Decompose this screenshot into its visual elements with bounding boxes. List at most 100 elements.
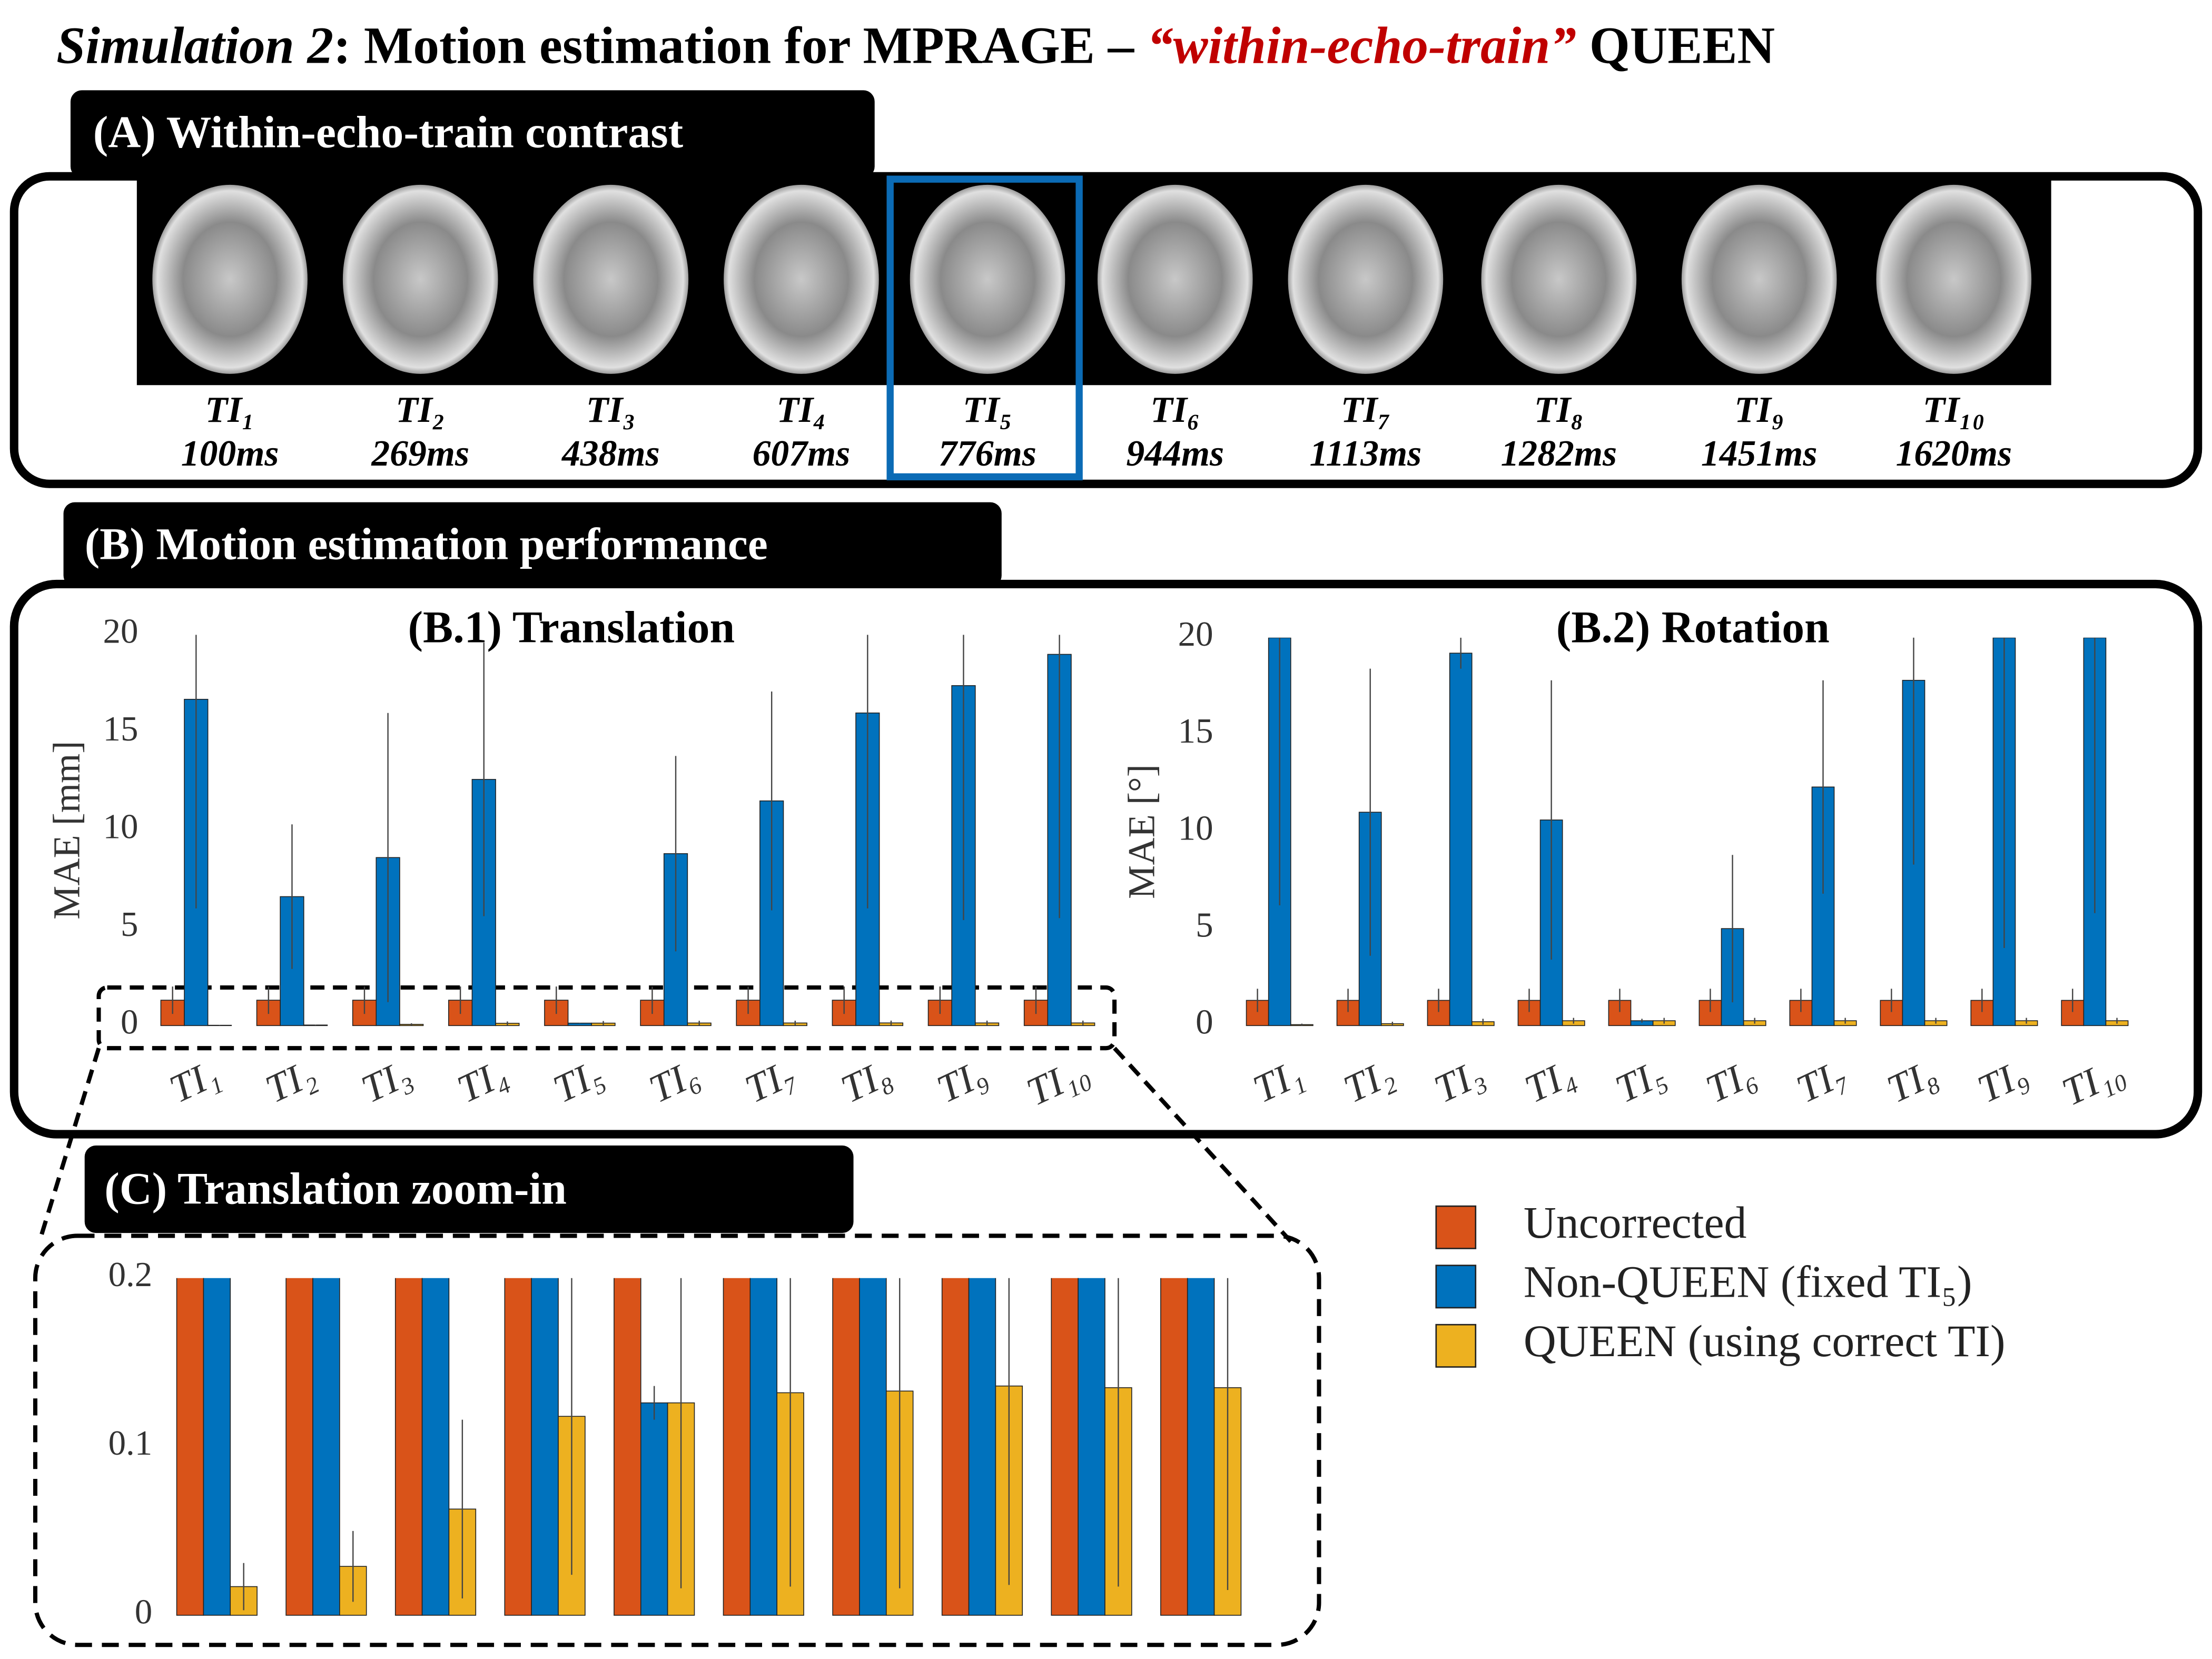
x-tick-label: TI₂ xyxy=(1337,1051,1400,1111)
x-tick-label: TI₉ xyxy=(1971,1051,2034,1111)
panel-tab xyxy=(63,502,1002,587)
brain-image xyxy=(910,184,1065,374)
title-part: “within-echo-train” xyxy=(1147,17,1576,74)
y-axis-label: MAE [°] xyxy=(1121,764,1163,899)
x-tick-label: TI₂ xyxy=(259,1051,322,1111)
y-tick-label: 15 xyxy=(1178,712,1213,750)
bar xyxy=(1160,1278,1188,1616)
chart-title: (B.2) Rotation xyxy=(1556,603,1830,653)
x-tick-label: TI₃ xyxy=(355,1051,418,1111)
y-tick-label: 0 xyxy=(121,1003,138,1042)
chart-title: (B.1) Translation xyxy=(408,603,735,653)
ti-label: TI₅ xyxy=(963,390,1012,430)
zoom-region xyxy=(96,985,1117,1051)
x-tick-label: TI₉ xyxy=(931,1051,993,1111)
ti-label: TI₈ xyxy=(1534,390,1584,430)
ti-time: 100ms xyxy=(181,433,279,474)
plot-area xyxy=(176,1278,1242,1616)
ti-label: TI₉ xyxy=(1734,390,1784,430)
legend-label: QUEEN (using correct TI) xyxy=(1524,1316,2006,1366)
brain-image xyxy=(1681,184,1837,374)
ti-time: 438ms xyxy=(561,433,660,474)
x-tick-label: TI₁ xyxy=(1247,1051,1309,1111)
zoom-connector xyxy=(37,1048,101,1242)
ti-time: 1620ms xyxy=(1896,433,2012,474)
ti-label: TI₂ xyxy=(396,390,445,430)
legend-swatch xyxy=(1435,1265,1477,1309)
bar xyxy=(1078,1278,1105,1616)
y-tick-label: 20 xyxy=(103,612,139,651)
legend-swatch xyxy=(1435,1324,1477,1368)
ti-time: 1451ms xyxy=(1701,433,1818,474)
bar xyxy=(567,1022,592,1026)
bar xyxy=(723,1278,751,1616)
bar xyxy=(1811,786,1835,1026)
brain-image xyxy=(342,184,498,374)
y-tick-label: 10 xyxy=(103,807,139,846)
x-tick-label: TI₁₀ xyxy=(2056,1048,2131,1114)
x-tick-label: TI₅ xyxy=(547,1051,609,1111)
ti-label: TI₃ xyxy=(586,390,636,430)
brain-image xyxy=(152,184,308,374)
bar xyxy=(640,1402,668,1616)
ti-time: 607ms xyxy=(753,433,851,474)
ti-time: 269ms xyxy=(371,433,469,474)
bar xyxy=(531,1278,559,1616)
chart: 0 0.1 0.2 xyxy=(108,1255,1242,1631)
y-axis-label: MAE [mm] xyxy=(46,741,88,920)
bar xyxy=(614,1278,641,1616)
ti-time: 1282ms xyxy=(1501,433,1617,474)
brain-image xyxy=(1876,184,2032,374)
legend-label: Uncorrected xyxy=(1524,1198,1747,1248)
x-tick-label: TI₈ xyxy=(1881,1051,1943,1111)
brain-image xyxy=(1481,184,1637,374)
bar xyxy=(1187,1278,1215,1616)
bar xyxy=(1051,1278,1079,1616)
bar xyxy=(749,1278,778,1616)
figure-title: Simulation 2: Motion estimation for MPRA… xyxy=(56,17,1775,74)
panel-frame xyxy=(9,172,2203,488)
x-tick-label: TI₈ xyxy=(835,1051,897,1111)
y-tick-label: 0 xyxy=(1196,1003,1213,1042)
y-tick-label: 15 xyxy=(103,709,139,748)
ti-time: 1113ms xyxy=(1309,433,1421,474)
ti-label: TI₇ xyxy=(1341,390,1390,430)
y-tick-label: 20 xyxy=(1178,615,1213,654)
panel-label: (C) Translation zoom-in xyxy=(104,1164,567,1214)
ti-label: TI₁₀ xyxy=(1923,390,1985,430)
x-tick-label: TI₄ xyxy=(451,1051,514,1111)
ti-label: TI₆ xyxy=(1150,390,1200,430)
title-part: Simulation 2 xyxy=(56,17,333,74)
x-tick-label: TI₆ xyxy=(1700,1051,1762,1111)
bar xyxy=(176,1278,204,1616)
bar xyxy=(421,1278,450,1616)
bar xyxy=(968,1278,996,1616)
x-tick-label: TI₅ xyxy=(1609,1051,1672,1111)
ti-time: 944ms xyxy=(1126,433,1224,474)
y-tick-label: 0.2 xyxy=(108,1255,153,1294)
bar xyxy=(394,1278,423,1616)
bar xyxy=(203,1278,231,1616)
y-tick-label: 5 xyxy=(1196,906,1213,945)
bar xyxy=(504,1278,532,1616)
x-tick-label: TI₁₀ xyxy=(1020,1048,1095,1114)
title-part: : Motion estimation for MPRAGE – xyxy=(333,17,1147,74)
x-tick-label: TI₆ xyxy=(643,1051,705,1111)
panel-label: (B) Motion estimation performance xyxy=(85,519,768,569)
y-tick-label: 10 xyxy=(1178,808,1213,847)
bar xyxy=(832,1278,860,1616)
x-tick-label: TI₃ xyxy=(1428,1051,1490,1111)
highlight-box xyxy=(886,175,1083,481)
panel-frame xyxy=(9,579,2203,1139)
brain-image xyxy=(724,184,879,374)
legend-swatch xyxy=(1435,1205,1477,1249)
bar xyxy=(312,1278,340,1616)
bar xyxy=(1517,1000,1541,1026)
x-tick-label: TI₇ xyxy=(739,1051,802,1111)
panel-tab xyxy=(70,90,875,178)
x-tick-label: TI₁ xyxy=(163,1051,226,1111)
panel-tab xyxy=(84,1146,854,1233)
brain-image xyxy=(1288,184,1444,374)
legend-label: Non-QUEEN (fixed TI₅) xyxy=(1524,1257,1972,1307)
